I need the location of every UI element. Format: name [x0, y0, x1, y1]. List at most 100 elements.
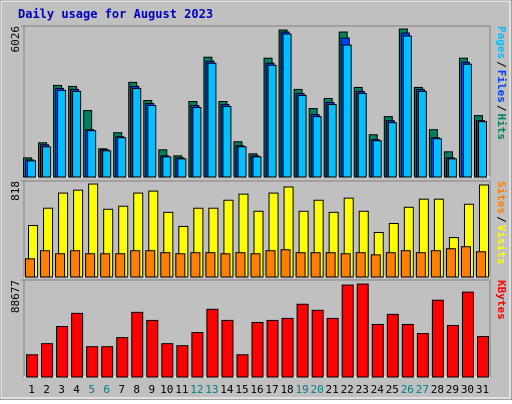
- bar: [281, 317, 294, 378]
- legend-entry: Visits: [495, 225, 508, 265]
- bar: [146, 319, 159, 378]
- y-tick-label: 6026: [9, 26, 22, 53]
- bar: [116, 337, 129, 378]
- x-tick-label: 27: [416, 383, 429, 396]
- bar: [295, 252, 306, 278]
- y-tick-label: 88677: [9, 280, 22, 313]
- bar: [26, 354, 39, 378]
- bar: [447, 158, 457, 178]
- bar: [160, 252, 171, 278]
- legend-entry: KBytes: [495, 280, 508, 320]
- x-tick-label: 13: [205, 383, 218, 396]
- x-tick-label: 30: [461, 383, 474, 396]
- bar: [42, 146, 52, 178]
- bar: [237, 146, 247, 178]
- bar: [222, 106, 232, 178]
- bar: [266, 319, 279, 378]
- bar: [297, 94, 307, 178]
- bar: [461, 291, 474, 378]
- bar: [475, 251, 486, 278]
- bar: [71, 312, 84, 378]
- bar: [117, 137, 127, 178]
- bar: [41, 343, 54, 378]
- bar: [102, 150, 112, 178]
- bar: [311, 309, 324, 378]
- bar: [101, 346, 114, 378]
- x-tick-label: 23: [356, 383, 369, 396]
- bar: [265, 250, 276, 278]
- legend-separator: /: [495, 61, 508, 68]
- bar: [177, 158, 187, 178]
- bar: [161, 343, 174, 378]
- bar: [130, 250, 141, 278]
- bar: [477, 121, 487, 178]
- x-tick-label: 19: [295, 383, 308, 396]
- x-tick-label: 22: [341, 383, 354, 396]
- bar: [267, 64, 277, 178]
- bar: [430, 250, 441, 278]
- bar: [387, 122, 397, 178]
- bar: [85, 253, 96, 278]
- bar: [340, 253, 351, 278]
- bar: [56, 325, 69, 378]
- x-tick-label: 2: [43, 383, 50, 396]
- bar: [175, 253, 186, 278]
- bar: [431, 299, 444, 378]
- bar: [190, 252, 201, 278]
- bar: [460, 246, 471, 278]
- bar: [25, 258, 36, 278]
- bar: [235, 252, 246, 278]
- bar: [236, 354, 249, 378]
- bar: [325, 252, 336, 278]
- x-tick-label: 24: [371, 383, 385, 396]
- bar: [251, 321, 264, 378]
- bar: [462, 63, 472, 178]
- bar: [192, 107, 202, 178]
- x-tick-label: 29: [446, 383, 459, 396]
- bar: [415, 252, 426, 278]
- bar: [162, 156, 172, 178]
- bar: [220, 253, 231, 278]
- bar: [372, 140, 382, 178]
- bar: [70, 250, 81, 278]
- bar: [86, 346, 99, 378]
- x-tick-label: 21: [326, 383, 339, 396]
- bar: [27, 160, 37, 178]
- x-tick-label: 16: [250, 383, 263, 396]
- bar: [312, 116, 322, 178]
- bar: [327, 104, 337, 178]
- bar: [386, 313, 399, 378]
- bar: [310, 252, 321, 278]
- bar: [400, 250, 411, 278]
- bar: [432, 138, 442, 178]
- bar: [282, 33, 292, 178]
- bar: [131, 311, 144, 378]
- legend: KBytes: [495, 280, 508, 320]
- chart-title: Daily usage for August 2023: [18, 7, 213, 21]
- x-tick-label: 15: [235, 383, 248, 396]
- bar: [132, 87, 142, 178]
- x-tick-label: 31: [476, 383, 489, 396]
- x-tick-label: 3: [58, 383, 65, 396]
- x-tick-label: 14: [220, 383, 234, 396]
- x-tick-label: 12: [190, 383, 203, 396]
- bar: [87, 130, 97, 178]
- x-tick-label: 9: [148, 383, 155, 396]
- bar: [342, 44, 352, 178]
- bar: [206, 308, 219, 378]
- legend-entry: Hits: [495, 114, 508, 141]
- bar: [280, 249, 291, 278]
- x-tick-label: 20: [311, 383, 324, 396]
- bar: [446, 324, 459, 378]
- bar: [221, 319, 234, 378]
- y-tick-label: 818: [9, 181, 22, 201]
- bar: [250, 253, 261, 278]
- x-tick-label: 18: [280, 383, 293, 396]
- legend: Pages / Files / Hits: [495, 26, 508, 140]
- x-tick-label: 6: [103, 383, 110, 396]
- bar: [416, 333, 429, 378]
- bar: [145, 250, 156, 278]
- bar: [370, 254, 381, 278]
- bar: [57, 89, 67, 178]
